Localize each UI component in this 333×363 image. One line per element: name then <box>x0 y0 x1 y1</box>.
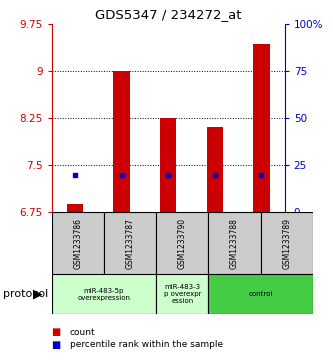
Bar <box>253 44 269 212</box>
Bar <box>113 71 130 212</box>
Text: ▶: ▶ <box>33 287 43 301</box>
Text: protocol: protocol <box>3 289 49 299</box>
Text: control: control <box>248 291 273 297</box>
Text: GSM1233789: GSM1233789 <box>282 218 291 269</box>
Title: GDS5347 / 234272_at: GDS5347 / 234272_at <box>95 8 241 21</box>
Text: count: count <box>70 328 96 337</box>
Bar <box>208 274 313 314</box>
Text: percentile rank within the sample: percentile rank within the sample <box>70 340 223 349</box>
Text: GSM1233787: GSM1233787 <box>126 218 135 269</box>
Text: ■: ■ <box>52 327 61 337</box>
Bar <box>206 127 223 212</box>
Bar <box>104 212 156 274</box>
Bar <box>208 212 261 274</box>
Bar <box>156 274 208 314</box>
Text: miR-483-5p
overexpression: miR-483-5p overexpression <box>77 287 131 301</box>
Bar <box>261 212 313 274</box>
Text: GSM1233788: GSM1233788 <box>230 218 239 269</box>
Text: ■: ■ <box>52 340 61 350</box>
Bar <box>52 274 156 314</box>
Bar <box>67 204 83 212</box>
Text: miR-483-3
p overexpr
ession: miR-483-3 p overexpr ession <box>164 284 201 304</box>
Bar <box>156 212 208 274</box>
Bar <box>52 212 104 274</box>
Text: GSM1233790: GSM1233790 <box>178 218 187 269</box>
Text: GSM1233786: GSM1233786 <box>73 218 82 269</box>
Bar <box>160 118 176 212</box>
